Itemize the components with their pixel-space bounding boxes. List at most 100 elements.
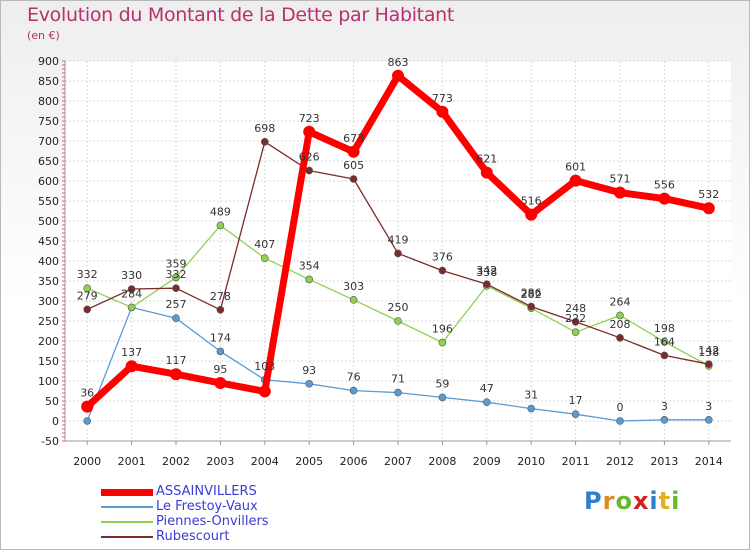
data-label: 863 [388, 56, 409, 69]
data-label: 278 [210, 290, 231, 303]
data-label: 332 [166, 268, 187, 281]
data-point [349, 175, 358, 183]
data-point [571, 317, 580, 326]
data-point [349, 295, 358, 304]
data-label: 605 [343, 159, 364, 172]
data-label: 284 [121, 287, 142, 300]
data-point [614, 186, 626, 199]
data-point [303, 125, 316, 138]
legend: ASSAINVILLERS Le Frestoy-Vaux Piennes-Onvi… [101, 484, 361, 545]
legend-swatch [101, 506, 153, 508]
data-label: 571 [610, 173, 631, 186]
data-point [394, 317, 402, 325]
data-label: 279 [77, 289, 98, 302]
data-label: 621 [476, 153, 497, 166]
data-label: 222 [565, 312, 586, 325]
legend-swatch [101, 488, 153, 496]
data-point [616, 417, 624, 425]
data-point [704, 360, 713, 369]
data-point [438, 393, 447, 402]
x-tick-label: 2005 [295, 455, 323, 468]
legend-item: Rubescourt [101, 529, 361, 545]
data-label: 138 [698, 346, 719, 359]
chart-title: Evolution du Montant de la Dette par Hab… [27, 4, 455, 26]
data-point [616, 311, 624, 320]
data-label: 250 [388, 301, 409, 314]
y-tick-label: 300 [38, 295, 59, 308]
logo-letter: o [615, 487, 633, 515]
y-tick-label: 200 [38, 335, 59, 348]
y-tick-label: 100 [38, 375, 59, 388]
y-tick-label: 350 [38, 275, 59, 288]
data-label: 17 [569, 394, 583, 407]
legend-swatch [101, 521, 153, 523]
y-tick-label: 700 [38, 135, 59, 148]
legend-label: Rubescourt [156, 529, 230, 544]
data-label: 601 [565, 161, 586, 174]
data-label: 196 [432, 323, 453, 336]
x-tick-label: 2011 [562, 455, 590, 468]
legend-label: ASSAINVILLERS [156, 484, 257, 499]
data-point [527, 302, 536, 311]
data-label: 723 [299, 112, 320, 125]
logo-letter: i [671, 487, 681, 515]
y-tick-label: 750 [38, 115, 59, 128]
data-label: 257 [166, 298, 187, 311]
x-tick-label: 2007 [384, 455, 412, 468]
x-tick-label: 2008 [428, 455, 456, 468]
proxiti-logo: Proxiti [584, 487, 680, 515]
data-point [83, 417, 91, 425]
legend-item: ASSAINVILLERS [101, 484, 361, 500]
data-label: 3 [661, 400, 668, 413]
x-tick-label: 2012 [606, 455, 634, 468]
data-point [394, 388, 402, 397]
data-point [569, 174, 582, 187]
data-label: 282 [521, 288, 542, 301]
data-label: 407 [254, 238, 275, 251]
logo-letter: i [649, 487, 659, 515]
data-point [216, 347, 225, 356]
data-label: 208 [610, 318, 631, 331]
legend-item: Le Frestoy-Vaux [101, 499, 361, 515]
y-tick-label: -50 [41, 435, 59, 448]
data-label: 198 [654, 322, 675, 335]
y-tick-label: 500 [38, 215, 59, 228]
data-label: 264 [610, 295, 631, 308]
data-label: 359 [166, 257, 187, 270]
data-point [394, 249, 402, 258]
data-label: 773 [432, 92, 453, 105]
data-point [83, 284, 91, 293]
legend-swatch [101, 536, 153, 538]
data-label: 117 [166, 354, 187, 367]
y-tick-label: 400 [38, 255, 59, 268]
data-label: 137 [121, 346, 142, 359]
data-label: 332 [77, 268, 98, 281]
chart-unit: (en €) [27, 29, 60, 42]
data-point [704, 415, 713, 424]
y-tick-label: 600 [38, 175, 59, 188]
data-point [482, 398, 491, 407]
x-tick-label: 2014 [695, 455, 723, 468]
x-tick-label: 2004 [251, 455, 279, 468]
data-point [347, 145, 360, 158]
data-point [125, 360, 138, 373]
x-tick-label: 2003 [206, 455, 234, 468]
y-tick-label: 250 [38, 315, 59, 328]
x-tick-label: 2010 [517, 455, 545, 468]
data-label: 31 [524, 389, 538, 402]
data-label: 164 [654, 335, 675, 348]
data-point [260, 254, 269, 263]
data-point [170, 368, 182, 381]
data-label: 338 [476, 266, 497, 279]
x-tick-label: 2000 [73, 455, 101, 468]
logo-letter: r [602, 487, 616, 515]
data-point [305, 379, 314, 388]
data-label: 342 [476, 264, 497, 277]
data-label: 303 [343, 280, 364, 293]
data-label: 142 [698, 344, 719, 357]
data-point [216, 305, 225, 314]
data-point [438, 338, 447, 347]
data-point [660, 415, 669, 424]
data-point [480, 166, 493, 179]
